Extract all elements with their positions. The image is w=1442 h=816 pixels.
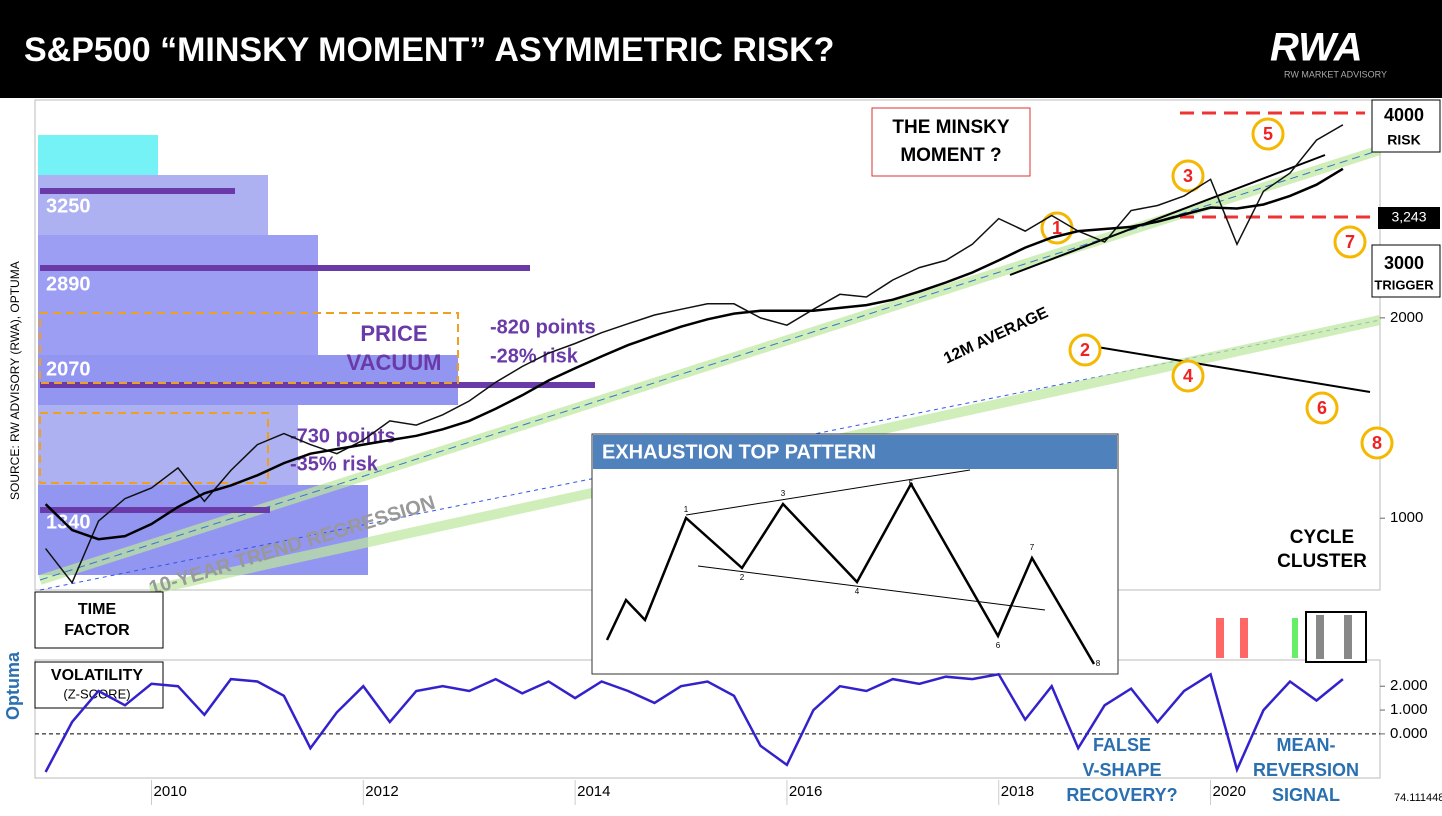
inset-point-label: 8: [1096, 659, 1101, 668]
series-line: [44, 167, 1344, 541]
x-tick-label: 2020: [1213, 783, 1246, 800]
wave-label: 7: [1345, 232, 1355, 252]
annotation: CYCLE: [1290, 527, 1354, 548]
annotation: VACUUM: [347, 350, 442, 375]
wave-circle: [1171, 359, 1205, 393]
annotation: 1340: [46, 511, 91, 533]
y-tick-label: 1.000: [1390, 701, 1428, 718]
annotation: 3250: [46, 195, 91, 217]
annotation: VOLATILITY: [51, 667, 143, 684]
x-tick-label: 2018: [1001, 783, 1034, 800]
title: S&P500 “MINSKY MOMENT” ASYMMETRIC RISK?: [24, 31, 834, 69]
header-bar: [0, 0, 1442, 98]
annotation: TRIGGER: [1374, 277, 1434, 292]
vacuum-boxes: [39, 312, 459, 484]
annotation: -820 points: [490, 316, 596, 338]
annotation: 2890: [46, 273, 91, 295]
time-box: [34, 591, 164, 649]
annotation: 3,243: [1391, 209, 1426, 225]
risk-box: [1371, 99, 1441, 153]
inset-line: [697, 565, 1046, 611]
annotation: 2070: [46, 358, 91, 380]
price-box: [1378, 207, 1440, 229]
wave-circle: [1171, 159, 1205, 193]
cycle-bar: [1292, 618, 1298, 658]
annotation: -35% risk: [290, 453, 379, 475]
wave-label: 6: [1317, 398, 1327, 418]
wave-label: 5: [1263, 124, 1273, 144]
wave-circle: [1360, 426, 1394, 460]
inset-point-label: 6: [996, 641, 1001, 650]
logo: RWA: [1270, 26, 1363, 70]
minsky-box: [871, 107, 1031, 177]
annotation: V-SHAPE: [1082, 760, 1161, 780]
source: SOURCE: RW ADVISORY (RWA), OPTUMA: [8, 261, 22, 500]
wave-label: 4: [1183, 366, 1193, 386]
wave-label: 1: [1052, 218, 1062, 238]
inset-point-label: 7: [1030, 543, 1035, 552]
inset: EXHAUSTION TOP PATTERN: [591, 433, 1119, 675]
cycle-bar: [1344, 615, 1352, 659]
trigger-box: [1371, 244, 1441, 298]
cycle-box: [1305, 611, 1367, 663]
y-tick-label: 2000: [1390, 309, 1423, 326]
annotation: RECOVERY?: [1066, 785, 1177, 805]
inset-title: EXHAUSTION TOP PATTERN: [602, 441, 876, 463]
inset-box: [591, 433, 1119, 675]
x-tick-label: 2014: [577, 783, 610, 800]
cycle-bar: [1240, 618, 1248, 658]
annotation: FALSE: [1093, 735, 1151, 755]
logo-sub: RW MARKET ADVISORY: [1284, 69, 1387, 79]
inset-line: [685, 469, 971, 516]
series-line: [44, 672, 1344, 774]
annotation: -28% risk: [490, 345, 579, 367]
x-tick-label: 2016: [789, 783, 822, 800]
annotation: 4000: [1384, 105, 1424, 125]
annotation: MOMENT ?: [900, 145, 1001, 166]
inset-pattern: [605, 481, 1096, 665]
wave-label: 3: [1183, 166, 1193, 186]
x-tick-label: 2010: [153, 783, 186, 800]
wave-label: 2: [1080, 340, 1090, 360]
annotation: CLUSTER: [1277, 551, 1367, 572]
series-line: [45, 124, 1344, 585]
annotation: SIGNAL: [1272, 785, 1340, 805]
inset-point-label: 2: [740, 573, 745, 582]
volume-profile: [38, 135, 458, 575]
levels: [1180, 111, 1375, 219]
y-tick-label: 2.000: [1390, 677, 1428, 694]
inset-point-label: 4: [855, 587, 860, 596]
cycle-bar: [1216, 618, 1224, 658]
annotation: 3000: [1384, 253, 1424, 273]
annotation: RISK: [1387, 132, 1420, 148]
vol-panel: [34, 659, 1381, 779]
purple-arrows: [40, 188, 595, 513]
x-tick-label: 2012: [365, 783, 398, 800]
annotation: REVERSION: [1253, 760, 1359, 780]
annotation: -730 points: [290, 425, 396, 447]
inset-point-label: 1: [684, 505, 689, 514]
cycle-bar: [1316, 615, 1324, 659]
wave-circle: [1333, 225, 1367, 259]
annotation: THE MINSKY: [892, 117, 1010, 138]
y-tick-label: 0.000: [1390, 725, 1428, 742]
inset-point-label: 5: [909, 479, 914, 488]
annotation: 12M AVERAGE: [941, 304, 1051, 367]
inset-header: [593, 435, 1117, 469]
brand: Optuma: [3, 651, 23, 720]
annotation: MEAN-: [1277, 735, 1336, 755]
wave-circle: [1305, 391, 1339, 425]
y-tick-label: 1000: [1390, 509, 1423, 526]
inset-point-label: 3: [781, 489, 786, 498]
annotation: FACTOR: [64, 622, 130, 639]
wave-label: 8: [1372, 433, 1382, 453]
wave-circle: [1068, 333, 1102, 367]
annotation: PRICE: [360, 321, 427, 346]
corner-value: 74.111448: [1394, 792, 1442, 804]
wave-circle: [1251, 117, 1285, 151]
annotation: TIME: [78, 601, 117, 618]
